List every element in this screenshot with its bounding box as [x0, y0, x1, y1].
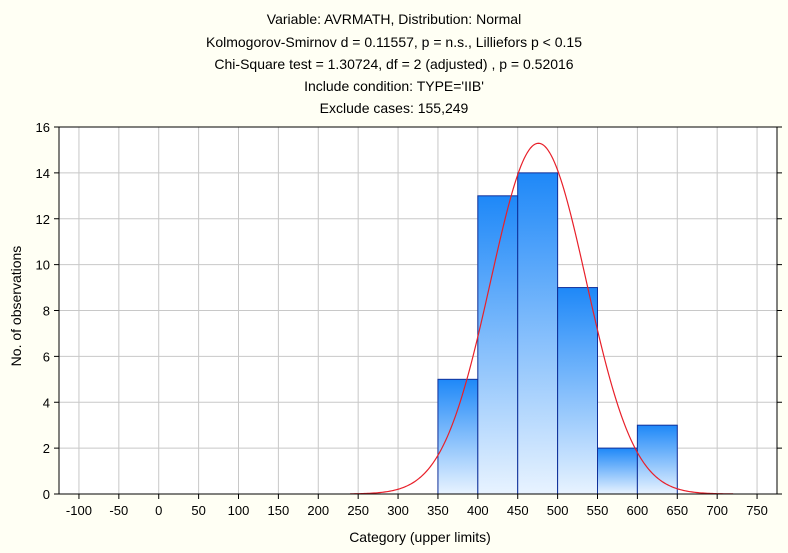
x-axis-label: Category (upper limits) [349, 529, 491, 545]
histogram-bar [477, 195, 519, 495]
y-tick-label: 8 [43, 304, 50, 319]
x-tick-label: 700 [706, 503, 728, 518]
x-tick-label: -50 [109, 503, 128, 518]
x-tick-label: -100 [66, 503, 92, 518]
chart-title-line-3: Chi-Square test = 1.30724, df = 2 (adjus… [214, 56, 573, 72]
x-tick-label: 0 [155, 503, 162, 518]
y-axis-label: No. of observations [8, 246, 24, 367]
histogram-bars [437, 172, 678, 495]
histogram-bar [557, 287, 598, 495]
x-tick-label: 200 [307, 503, 329, 518]
x-tick-label: 400 [467, 503, 489, 518]
x-tick-label: 100 [228, 503, 250, 518]
chart-title-line-1: Variable: AVRMATH, Distribution: Normal [267, 11, 521, 27]
normal-fit-curve [350, 142, 734, 495]
x-tick-label: 350 [427, 503, 449, 518]
y-tick-label: 16 [36, 120, 50, 135]
histogram-bar [437, 378, 479, 495]
y-tick-label: 14 [36, 166, 50, 181]
x-tick-label: 750 [746, 503, 768, 518]
y-tick-label: 4 [43, 395, 50, 410]
x-tick-label: 600 [627, 503, 649, 518]
y-tick-label: 12 [36, 212, 50, 227]
y-tick-label: 6 [43, 349, 50, 364]
x-tick-label: 300 [387, 503, 409, 518]
axis-ticks: -100 -50 0 50 100 150 200 250 300 350 400 450 500 550… [36, 120, 782, 518]
x-tick-label: 650 [666, 503, 688, 518]
chart-title-line-5: Exclude cases: 155,249 [320, 100, 469, 116]
chart-title-line-4: Include condition: TYPE='IIB' [304, 78, 484, 94]
x-tick-label: 250 [347, 503, 369, 518]
x-tick-label: 500 [547, 503, 569, 518]
y-tick-label: 10 [36, 258, 50, 273]
x-tick-label: 50 [191, 503, 205, 518]
x-tick-label: 150 [268, 503, 290, 518]
y-tick-label: 0 [43, 487, 50, 502]
chart-title-line-2: Kolmogorov-Smirnov d = 0.11557, p = n.s.… [206, 34, 582, 50]
histogram-bar [597, 447, 638, 495]
histogram-bar [636, 424, 678, 495]
x-tick-label: 450 [507, 503, 529, 518]
chart-title-block: Variable: AVRMATH, Distribution: Normal … [206, 11, 582, 116]
x-tick-label: 550 [587, 503, 609, 518]
y-tick-label: 2 [43, 441, 50, 456]
histogram-bar [517, 172, 559, 495]
